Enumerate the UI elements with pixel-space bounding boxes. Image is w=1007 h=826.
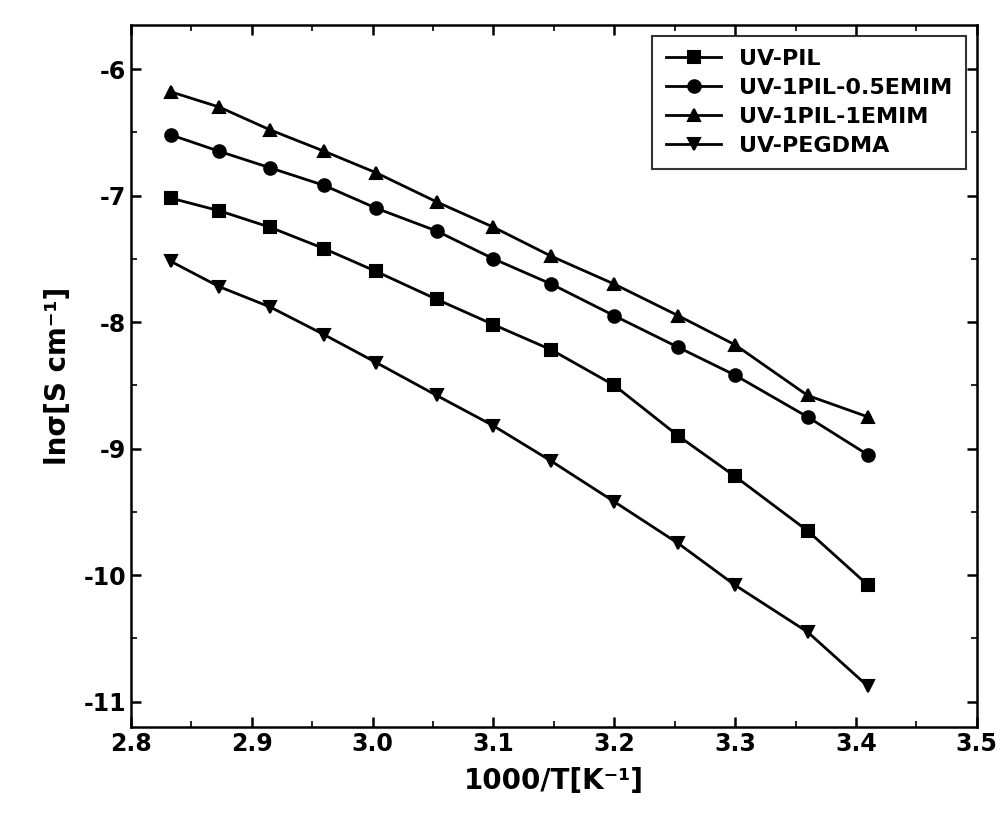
Line: UV-PEGDMA: UV-PEGDMA: [164, 255, 874, 693]
UV-PIL: [862, 580, 874, 590]
UV-1PIL-0.5EMIM: [802, 412, 814, 422]
UV-1PIL-0.5EMIM: [264, 163, 276, 173]
UV-1PIL-0.5EMIM: [165, 130, 177, 140]
UV-PEGDMA: [371, 358, 383, 368]
UV-PEGDMA: [318, 330, 330, 339]
UV-1PIL-1EMIM: [546, 251, 558, 261]
UV-1PIL-0.5EMIM: [862, 450, 874, 460]
UV-PIL: [318, 244, 330, 254]
UV-PEGDMA: [802, 627, 814, 637]
UV-1PIL-1EMIM: [318, 146, 330, 156]
UV-PIL: [487, 320, 499, 330]
UV-PIL: [546, 345, 558, 355]
UV-1PIL-1EMIM: [673, 311, 685, 320]
UV-1PIL-1EMIM: [213, 102, 226, 112]
Y-axis label: lnσ[S cm⁻¹]: lnσ[S cm⁻¹]: [44, 287, 73, 465]
Line: UV-1PIL-1EMIM: UV-1PIL-1EMIM: [164, 86, 874, 423]
UV-1PIL-1EMIM: [862, 412, 874, 422]
UV-1PIL-1EMIM: [487, 222, 499, 232]
UV-1PIL-0.5EMIM: [608, 311, 620, 320]
UV-PIL: [608, 380, 620, 390]
UV-1PIL-0.5EMIM: [371, 203, 383, 213]
UV-PEGDMA: [213, 282, 226, 292]
UV-PIL: [264, 222, 276, 232]
UV-1PIL-1EMIM: [371, 168, 383, 178]
UV-1PIL-1EMIM: [729, 339, 741, 349]
Line: UV-PIL: UV-PIL: [164, 192, 874, 591]
UV-1PIL-0.5EMIM: [213, 146, 226, 156]
UV-1PIL-1EMIM: [802, 391, 814, 401]
UV-PEGDMA: [165, 256, 177, 266]
UV-1PIL-1EMIM: [608, 279, 620, 289]
UV-PEGDMA: [608, 496, 620, 506]
UV-1PIL-0.5EMIM: [431, 226, 443, 236]
UV-1PIL-1EMIM: [431, 197, 443, 206]
UV-PEGDMA: [862, 681, 874, 691]
UV-PIL: [802, 526, 814, 536]
UV-PEGDMA: [487, 420, 499, 430]
UV-PEGDMA: [431, 391, 443, 401]
UV-PIL: [213, 206, 226, 216]
UV-1PIL-1EMIM: [264, 125, 276, 135]
UV-1PIL-0.5EMIM: [487, 254, 499, 263]
X-axis label: 1000/T[K⁻¹]: 1000/T[K⁻¹]: [464, 767, 643, 795]
UV-1PIL-0.5EMIM: [318, 181, 330, 191]
UV-PIL: [165, 193, 177, 203]
UV-1PIL-1EMIM: [165, 87, 177, 97]
UV-PIL: [729, 472, 741, 482]
UV-PEGDMA: [264, 302, 276, 312]
UV-PEGDMA: [729, 580, 741, 590]
UV-1PIL-0.5EMIM: [546, 279, 558, 289]
Legend: UV-PIL, UV-1PIL-0.5EMIM, UV-1PIL-1EMIM, UV-PEGDMA: UV-PIL, UV-1PIL-0.5EMIM, UV-1PIL-1EMIM, …: [653, 36, 966, 169]
UV-PIL: [431, 294, 443, 304]
Line: UV-1PIL-0.5EMIM: UV-1PIL-0.5EMIM: [164, 129, 874, 461]
UV-PIL: [371, 267, 383, 277]
UV-PIL: [673, 431, 685, 441]
UV-1PIL-0.5EMIM: [729, 370, 741, 380]
UV-PEGDMA: [673, 539, 685, 548]
UV-PEGDMA: [546, 456, 558, 466]
UV-1PIL-0.5EMIM: [673, 343, 685, 353]
